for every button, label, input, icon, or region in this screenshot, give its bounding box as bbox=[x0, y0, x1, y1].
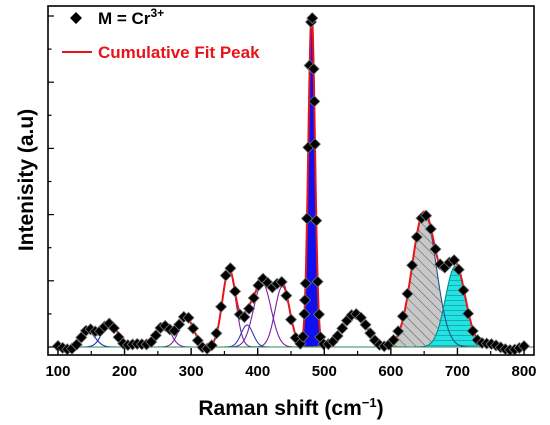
data-point-96 bbox=[429, 243, 442, 256]
data-point-65 bbox=[308, 95, 321, 108]
data-point-42 bbox=[242, 302, 256, 315]
data-point-29 bbox=[182, 311, 195, 324]
x-tick-label-400: 400 bbox=[245, 363, 270, 380]
legend-diamond-marker bbox=[70, 12, 82, 24]
data-point-89 bbox=[396, 310, 409, 323]
legend-entry-data: M = Cr3+ bbox=[70, 6, 164, 28]
data-point-101 bbox=[452, 263, 465, 276]
data-point-91 bbox=[406, 259, 419, 272]
data-point-49 bbox=[275, 275, 288, 288]
data-point-94 bbox=[420, 209, 433, 222]
data-point-104 bbox=[466, 324, 479, 338]
legend-label-data: M = Cr3+ bbox=[98, 6, 164, 28]
data-point-43 bbox=[247, 291, 260, 305]
data-point-80 bbox=[354, 311, 367, 324]
data-point-39 bbox=[229, 285, 242, 298]
x-axis-title: Raman shift (cm−1) bbox=[198, 395, 383, 420]
x-tick-label-800: 800 bbox=[511, 363, 536, 380]
data-point-100 bbox=[448, 254, 461, 267]
data-point-5 bbox=[70, 338, 83, 351]
data-point-34 bbox=[205, 339, 218, 352]
data-point-67 bbox=[310, 214, 323, 227]
legend: M = Cr3+ Cumulative Fit Peak bbox=[62, 6, 260, 62]
data-point-41 bbox=[238, 310, 251, 324]
data-point-27 bbox=[173, 318, 186, 331]
data-point-54 bbox=[296, 330, 310, 343]
data-point-37 bbox=[219, 269, 232, 282]
data-point-24 bbox=[159, 319, 172, 332]
data-point-92 bbox=[410, 230, 423, 244]
data-point-95 bbox=[424, 222, 437, 236]
peak-fill-9 bbox=[297, 13, 326, 348]
data-point-38 bbox=[224, 262, 237, 275]
data-point-70 bbox=[312, 308, 326, 321]
data-point-68 bbox=[311, 275, 324, 288]
data-point-51 bbox=[284, 313, 298, 326]
data-point-102 bbox=[457, 284, 470, 297]
data-point-57 bbox=[299, 277, 312, 290]
data-point-58 bbox=[300, 212, 314, 225]
data-point-35 bbox=[210, 327, 223, 340]
data-point-82 bbox=[364, 327, 377, 340]
data-point-55 bbox=[298, 307, 311, 321]
x-tick-label-700: 700 bbox=[445, 363, 470, 380]
data-point-63 bbox=[306, 12, 319, 25]
x-tick-label-500: 500 bbox=[312, 363, 337, 380]
data-point-81 bbox=[359, 318, 372, 331]
data-point-90 bbox=[401, 287, 414, 300]
data-point-50 bbox=[280, 289, 293, 302]
data-point-36 bbox=[215, 300, 228, 313]
data-point-75 bbox=[331, 329, 344, 343]
data-point-13 bbox=[107, 322, 120, 335]
x-tick-label-200: 200 bbox=[112, 363, 137, 380]
data-point-87 bbox=[387, 333, 400, 347]
data-point-22 bbox=[149, 329, 162, 342]
data-point-64 bbox=[307, 62, 320, 75]
x-tick-label-100: 100 bbox=[45, 363, 70, 380]
data-point-66 bbox=[308, 138, 322, 151]
y-axis-title: Intenisity (a.u) bbox=[15, 109, 38, 251]
legend-label-fit: Cumulative Fit Peak bbox=[98, 43, 260, 62]
data-point-56 bbox=[298, 294, 312, 307]
x-tick-label-600: 600 bbox=[378, 363, 403, 380]
data-point-30 bbox=[187, 322, 200, 335]
x-tick-label-300: 300 bbox=[179, 363, 204, 380]
peak-fill-12 bbox=[413, 266, 498, 347]
data-point-88 bbox=[392, 325, 405, 338]
data-point-103 bbox=[462, 307, 475, 320]
peak-fill-11 bbox=[373, 212, 475, 347]
data-point-53 bbox=[294, 337, 307, 350]
data-point-76 bbox=[336, 322, 349, 335]
legend-entry-fit: Cumulative Fit Peak bbox=[62, 43, 260, 62]
